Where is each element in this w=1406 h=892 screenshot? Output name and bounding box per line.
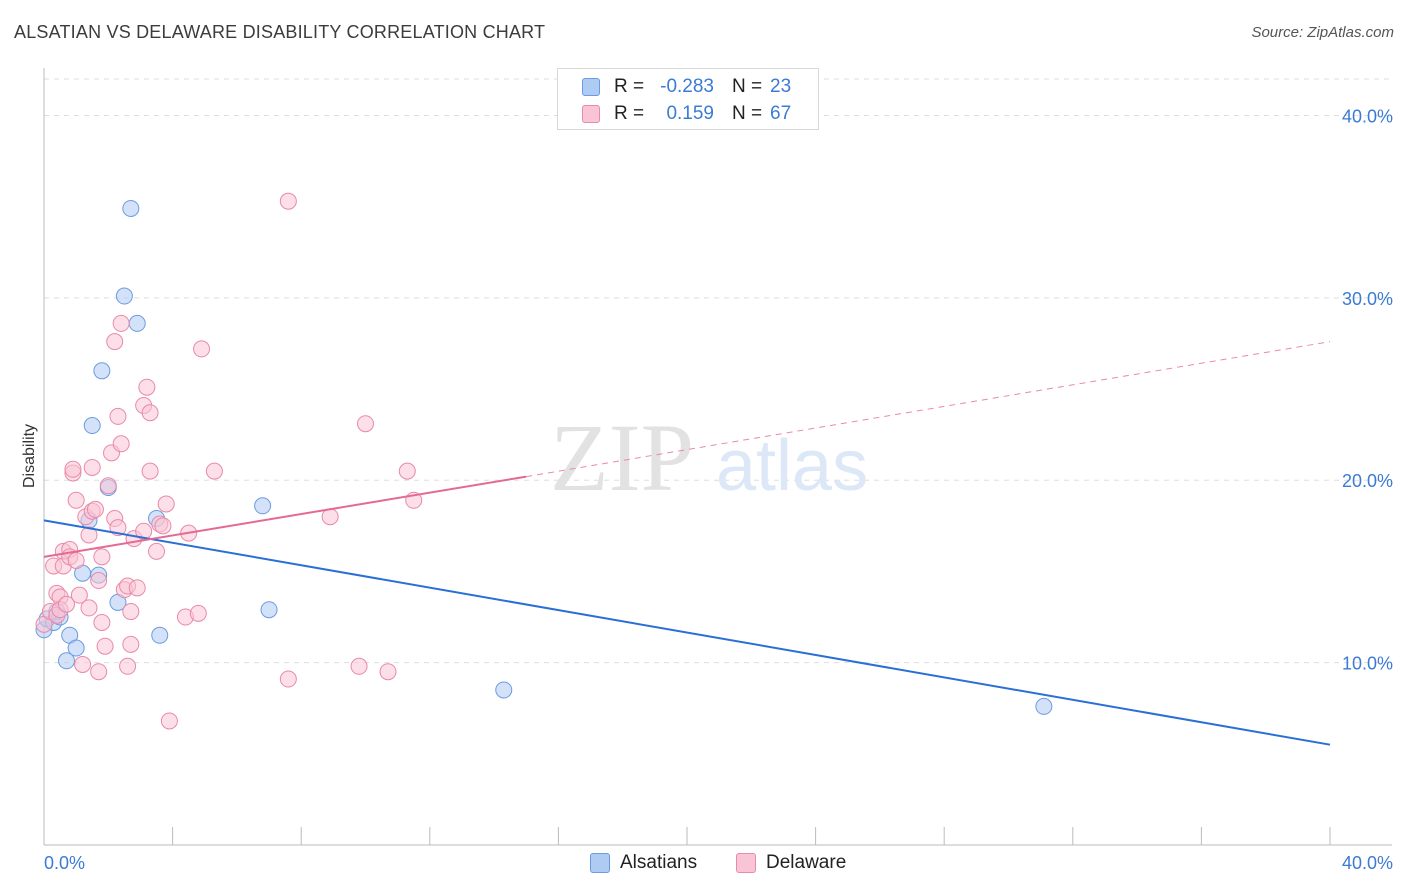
data-point-delaware xyxy=(154,517,172,535)
y-tick-label: 20.0% xyxy=(1342,471,1393,491)
data-point-delaware xyxy=(379,663,397,681)
legend-label-alsatians: Alsatians xyxy=(620,852,698,873)
legend-row-alsatians: R = -0.283 N = 23 xyxy=(582,75,791,99)
x-tick-label: 40.0% xyxy=(1342,853,1393,873)
series-legend: Alsatians Delaware xyxy=(0,852,1406,878)
trend-line-alsatians xyxy=(43,519,1331,746)
data-point-delaware xyxy=(279,670,297,688)
watermark-zip: ZIP xyxy=(550,404,694,511)
legend-n-label: N = xyxy=(732,76,763,97)
legend-n-value: 23 xyxy=(770,76,792,97)
y-tick-label: 10.0% xyxy=(1342,654,1393,674)
legend-swatch-delaware xyxy=(736,853,756,873)
data-point-delaware xyxy=(70,586,88,604)
legend-n-label: N = xyxy=(732,103,763,124)
data-point-alsatians xyxy=(495,681,513,699)
y-axis-label: Disability xyxy=(21,424,38,488)
data-point-delaware xyxy=(398,462,416,480)
data-point-delaware xyxy=(138,378,156,396)
x-tick-label: 0.0% xyxy=(44,853,85,873)
trend-line-delaware xyxy=(43,475,527,558)
legend-item-alsatians[interactable]: Alsatians xyxy=(590,852,697,874)
data-point-alsatians xyxy=(67,639,85,657)
chart-title: ALSATIAN VS DELAWARE DISABILITY CORRELAT… xyxy=(14,22,546,42)
watermark-atlas: atlas xyxy=(716,426,868,506)
data-point-delaware xyxy=(74,655,92,673)
data-point-delaware xyxy=(86,500,104,518)
legend-r-label: R = xyxy=(614,103,645,124)
data-point-delaware xyxy=(205,462,223,480)
data-point-delaware xyxy=(189,604,207,622)
y-tick-label: 40.0% xyxy=(1342,106,1393,126)
data-point-delaware xyxy=(160,712,178,730)
data-point-delaware xyxy=(99,477,117,495)
data-point-delaware xyxy=(119,657,137,675)
data-point-delaware xyxy=(58,595,76,613)
data-point-delaware xyxy=(350,657,368,675)
data-point-delaware xyxy=(112,314,130,332)
data-point-delaware xyxy=(93,613,111,631)
data-point-delaware xyxy=(157,495,175,513)
legend-label-delaware: Delaware xyxy=(766,852,847,873)
source-label: Source: ZipAtlas.com xyxy=(1251,24,1394,41)
legend-swatch-alsatians xyxy=(590,853,610,873)
data-point-alsatians xyxy=(115,287,133,305)
y-tick-label: 30.0% xyxy=(1342,289,1393,309)
legend-r-value: 0.159 xyxy=(666,103,714,124)
data-point-alsatians xyxy=(58,652,76,670)
legend-row-delaware: R = 0.159 N = 67 xyxy=(582,102,791,126)
data-point-alsatians xyxy=(83,417,101,435)
data-point-delaware xyxy=(122,635,140,653)
data-point-alsatians xyxy=(122,199,140,217)
data-point-delaware xyxy=(109,407,127,425)
data-point-delaware xyxy=(148,542,166,560)
data-point-delaware xyxy=(122,603,140,621)
data-point-delaware xyxy=(112,435,130,453)
data-point-delaware xyxy=(96,637,114,655)
stats-legend: R = -0.283 N = 23 R = 0.159 N = 67 xyxy=(557,68,819,130)
legend-n-value: 67 xyxy=(770,103,792,124)
legend-swatch-alsatians xyxy=(582,78,600,96)
data-point-alsatians xyxy=(254,497,272,515)
data-point-delaware xyxy=(106,333,124,351)
data-point-delaware xyxy=(279,192,297,210)
data-point-delaware xyxy=(67,551,85,569)
data-point-delaware xyxy=(80,526,98,544)
data-point-delaware xyxy=(93,548,111,566)
data-point-alsatians xyxy=(260,601,278,619)
trend-extension-delaware xyxy=(526,341,1331,478)
data-point-delaware xyxy=(141,462,159,480)
legend-item-delaware[interactable]: Delaware xyxy=(736,852,846,874)
data-point-alsatians xyxy=(1035,697,1053,715)
data-point-alsatians xyxy=(93,362,111,380)
data-point-delaware xyxy=(67,491,85,509)
data-point-alsatians xyxy=(151,626,169,644)
data-point-alsatians xyxy=(128,314,146,332)
data-point-delaware xyxy=(80,599,98,617)
data-point-delaware xyxy=(83,458,101,476)
data-point-delaware xyxy=(357,415,374,433)
data-point-delaware xyxy=(141,404,159,422)
data-point-delaware xyxy=(64,460,82,478)
data-point-delaware xyxy=(90,572,108,590)
legend-swatch-delaware xyxy=(582,105,600,123)
data-point-delaware xyxy=(193,340,211,358)
data-point-delaware xyxy=(90,663,108,681)
legend-r-label: R = xyxy=(614,76,645,97)
legend-r-value: -0.283 xyxy=(660,76,714,97)
data-point-delaware xyxy=(128,579,146,597)
